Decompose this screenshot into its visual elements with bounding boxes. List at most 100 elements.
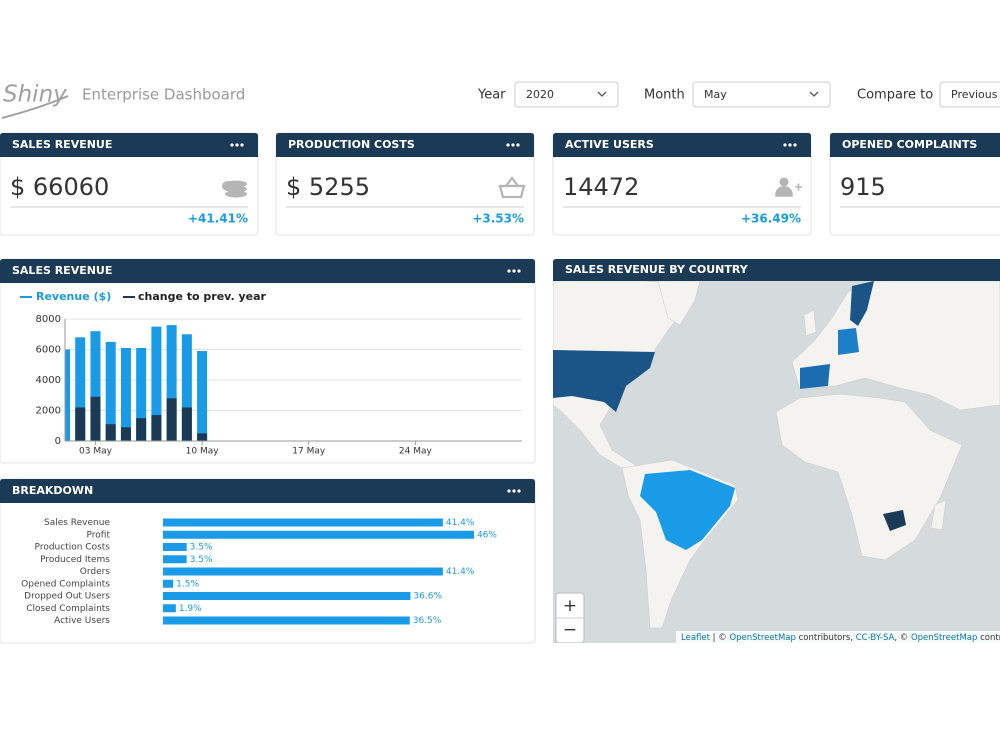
zoom-out[interactable]: −	[563, 620, 577, 640]
menu-dot[interactable]	[788, 143, 792, 147]
bar	[90, 396, 101, 441]
value-label: 1.9%	[179, 604, 202, 614]
card-header	[0, 479, 535, 503]
icon-user	[779, 177, 789, 187]
menu-dot[interactable]	[511, 143, 515, 147]
menu-dot[interactable]	[516, 143, 520, 147]
menu-dot[interactable]	[506, 143, 510, 147]
country-usa	[553, 350, 655, 412]
land	[930, 499, 947, 531]
bar	[136, 418, 147, 441]
value-label: 46%	[477, 530, 497, 540]
land	[791, 281, 1000, 411]
category-label: Production Costs	[35, 543, 111, 553]
filter-label: Compare to	[857, 88, 933, 103]
bar	[163, 567, 443, 576]
country-brazil	[640, 470, 735, 550]
attribution-link[interactable]: CC-BY-SA	[856, 633, 895, 643]
y-tick-label: 6000	[36, 345, 61, 356]
card-header	[0, 133, 258, 157]
card-header	[0, 259, 535, 283]
x-tick-label: 24 May	[399, 447, 433, 457]
chevron	[597, 91, 607, 97]
country-germany	[838, 328, 859, 355]
bar	[166, 398, 177, 441]
select-box[interactable]	[939, 81, 1000, 108]
menu-dot[interactable]	[507, 269, 511, 273]
bar	[90, 331, 101, 441]
select-value: 2020	[526, 88, 554, 101]
value-label: 41.4%	[446, 518, 475, 528]
attribution-link[interactable]: OpenStreetMap	[729, 633, 795, 643]
bar	[163, 604, 176, 613]
value-label: 3.5%	[190, 555, 213, 565]
bar	[163, 592, 411, 600]
icon-coins	[222, 181, 234, 191]
menu-dot[interactable]	[783, 143, 787, 147]
attribution-link[interactable]: Leaflet	[681, 633, 711, 643]
select-value: Previous	[951, 88, 998, 101]
card-header	[553, 133, 811, 157]
attribution: Leaflet | © OpenStreetMap contributors , …	[681, 633, 1000, 643]
bar	[136, 347, 147, 441]
select-box[interactable]	[514, 81, 619, 108]
logo: Shiny	[3, 82, 67, 108]
card-title: SALES REVENUE	[12, 138, 112, 151]
menu-dot[interactable]	[235, 143, 239, 147]
y-tick-label: 0	[55, 436, 61, 447]
legend-label: Revenue ($)	[36, 290, 111, 303]
bar	[181, 407, 192, 441]
chevron	[809, 91, 819, 97]
menu-dot[interactable]	[512, 269, 516, 273]
country-spain	[800, 364, 830, 389]
bar	[65, 349, 70, 441]
bar	[163, 543, 187, 551]
kpi-value: 915	[840, 173, 886, 201]
menu-dot[interactable]	[240, 143, 244, 147]
kpi-value: 14472	[563, 173, 639, 201]
menu-dot[interactable]	[507, 489, 511, 493]
logo-swoosh	[1, 95, 69, 119]
bar	[151, 326, 162, 441]
card-header	[830, 133, 1000, 157]
bar	[163, 579, 174, 588]
bar	[120, 347, 131, 441]
category-label: Profit	[87, 530, 111, 540]
value-label: 1.5%	[176, 579, 199, 589]
bar	[120, 427, 131, 441]
y-tick-label: 4000	[36, 375, 61, 386]
menu-dot[interactable]	[517, 489, 521, 493]
value-label: 41.4%	[446, 567, 475, 577]
bar	[105, 341, 116, 441]
attribution-link[interactable]: OpenStreetMap	[911, 633, 977, 643]
value-label: 36.6%	[413, 592, 442, 602]
kpi-change: +41.41%	[188, 212, 248, 226]
select-box[interactable]	[692, 81, 831, 108]
bar	[181, 334, 192, 441]
menu-dot[interactable]	[517, 269, 521, 273]
card-title: SALES REVENUE	[12, 264, 112, 277]
land	[775, 393, 963, 561]
card-title: ACTIVE USERS	[565, 138, 654, 151]
value-label: 36.5%	[413, 616, 442, 626]
attribution-text: contributors	[977, 633, 1000, 643]
map[interactable]	[553, 281, 1000, 643]
menu-dot[interactable]	[793, 143, 797, 147]
menu-dot[interactable]	[230, 143, 234, 147]
attribution-text: | ©	[710, 633, 729, 643]
bar	[197, 433, 208, 441]
y-tick-label: 8000	[36, 314, 61, 325]
bar	[197, 351, 208, 441]
icon-coins	[225, 190, 247, 198]
zoom-in[interactable]: +	[563, 596, 577, 616]
menu-dot[interactable]	[512, 489, 516, 493]
bar	[163, 616, 410, 625]
bar	[163, 518, 443, 527]
x-tick-label: 10 May	[186, 447, 220, 457]
legend-label: change to prev. year	[138, 290, 267, 303]
category-label: Orders	[80, 567, 111, 577]
card-header	[553, 259, 1000, 281]
card-title: OPENED COMPLAINTS	[842, 138, 977, 151]
y-tick-label: 2000	[36, 406, 61, 417]
